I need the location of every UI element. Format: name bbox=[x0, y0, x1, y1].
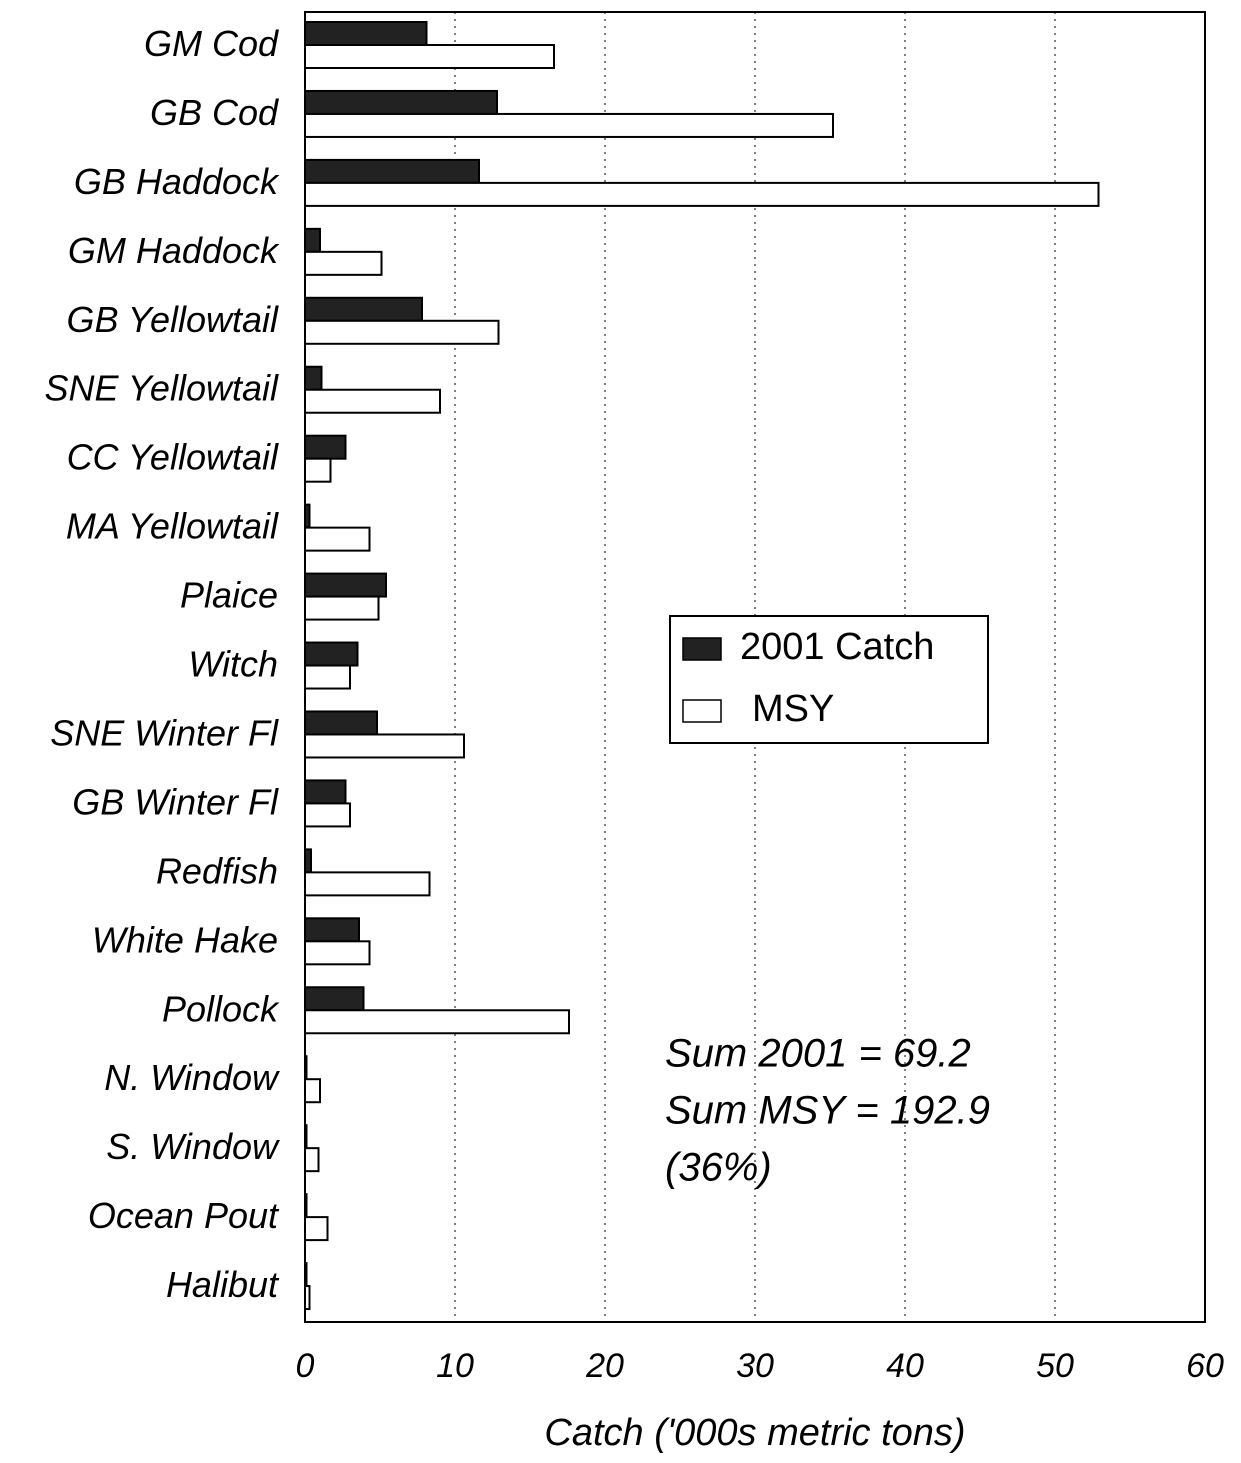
y-tick-label: SNE Winter Fl bbox=[50, 712, 279, 753]
y-tick-label: S. Window bbox=[106, 1126, 280, 1167]
x-axis-label: Catch ('000s metric tons) bbox=[544, 1412, 965, 1454]
bar bbox=[304, 526, 371, 552]
y-tick-label: Halibut bbox=[166, 1264, 280, 1305]
y-tick-label: GB Haddock bbox=[74, 161, 280, 202]
bar bbox=[304, 733, 465, 759]
bar bbox=[304, 457, 332, 483]
y-tick-label: Redfish bbox=[156, 850, 278, 891]
y-tick-label: Pollock bbox=[162, 988, 280, 1029]
bar bbox=[304, 1216, 329, 1242]
legend-label: MSY bbox=[752, 688, 834, 730]
annotation: Sum 2001 = 69.2 bbox=[665, 1032, 971, 1076]
annotation: Sum MSY = 192.9 bbox=[665, 1089, 990, 1133]
annotation: (36%) bbox=[665, 1146, 772, 1190]
bar bbox=[304, 940, 371, 966]
x-tick-label: 40 bbox=[886, 1347, 924, 1385]
bar bbox=[304, 89, 498, 115]
bar bbox=[304, 664, 351, 690]
legend-box bbox=[669, 615, 989, 744]
bar bbox=[304, 21, 428, 46]
y-tick-label: CC Yellowtail bbox=[67, 437, 279, 478]
bar bbox=[304, 641, 359, 667]
plot-frame bbox=[304, 11, 1206, 1323]
bar bbox=[304, 158, 480, 184]
bar bbox=[304, 296, 423, 322]
y-tick-label: GB Winter Fl bbox=[72, 781, 279, 822]
bar bbox=[304, 319, 500, 345]
bar bbox=[304, 710, 378, 736]
bar bbox=[304, 986, 365, 1012]
bar bbox=[304, 802, 351, 828]
x-tick-label: 0 bbox=[296, 1347, 315, 1385]
bar bbox=[304, 1078, 321, 1104]
bar bbox=[304, 917, 360, 943]
y-tick-label: White Hake bbox=[92, 919, 278, 960]
legend-label: 2001 Catch bbox=[740, 626, 934, 668]
y-tick-label: SNE Yellowtail bbox=[45, 368, 279, 409]
bar bbox=[304, 227, 321, 253]
bar bbox=[304, 434, 347, 460]
x-tick-label: 60 bbox=[1186, 1347, 1224, 1385]
y-tick-label: MA Yellowtail bbox=[66, 506, 279, 547]
bar bbox=[304, 388, 441, 414]
y-tick-label: GB Cod bbox=[150, 92, 279, 133]
bar bbox=[304, 1147, 320, 1173]
bar bbox=[304, 779, 347, 805]
y-tick-label: GB Yellowtail bbox=[67, 299, 279, 340]
x-tick-label: 30 bbox=[736, 1347, 774, 1385]
bar bbox=[304, 250, 383, 276]
bar bbox=[304, 595, 380, 621]
x-tick-label: 50 bbox=[1036, 1347, 1074, 1385]
bar bbox=[304, 112, 834, 138]
bar bbox=[304, 44, 555, 69]
y-tick-label: Plaice bbox=[180, 575, 278, 616]
y-tick-label: Witch bbox=[188, 644, 278, 685]
legend-swatch bbox=[682, 699, 722, 723]
y-tick-label: N. Window bbox=[104, 1057, 280, 1098]
y-tick-label: GM Cod bbox=[144, 23, 279, 64]
bar bbox=[304, 365, 323, 391]
bar bbox=[304, 181, 1100, 207]
bar bbox=[304, 871, 431, 897]
bar bbox=[304, 1009, 570, 1035]
y-tick-label: Ocean Pout bbox=[88, 1195, 280, 1236]
x-tick-label: 20 bbox=[585, 1347, 624, 1385]
y-tick-label: GM Haddock bbox=[68, 230, 280, 271]
bar bbox=[304, 572, 387, 598]
legend-swatch bbox=[682, 637, 722, 661]
x-tick-label: 10 bbox=[436, 1347, 474, 1385]
